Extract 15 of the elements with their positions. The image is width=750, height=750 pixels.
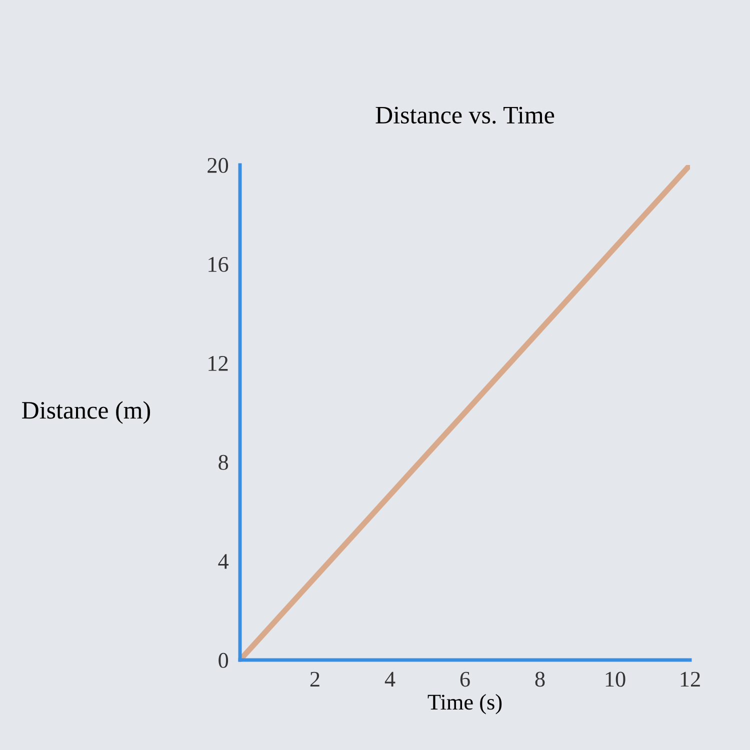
y-tick-label: 4 [218, 554, 229, 569]
x-tick-label: 10 [606, 672, 626, 687]
y-tick-label: 16 [208, 256, 228, 272]
x-axis-title: Time (s) [428, 694, 502, 714]
y-tick-label: 0 [218, 652, 228, 668]
y-tick-label: 12 [208, 356, 228, 371]
x-tick-label: 8 [535, 672, 545, 687]
x-tick-label: 12 [680, 672, 700, 687]
y-tick-label: 20 [208, 158, 228, 173]
y-tick-label: 8 [218, 454, 228, 470]
x-tick-label: 6 [460, 672, 470, 687]
y-axis-title: Distance (m) [22, 401, 150, 424]
x-tick-label: 4 [384, 672, 396, 687]
x-tick-label: 2 [310, 672, 320, 687]
chart-title: Distance vs. Time [376, 106, 554, 124]
